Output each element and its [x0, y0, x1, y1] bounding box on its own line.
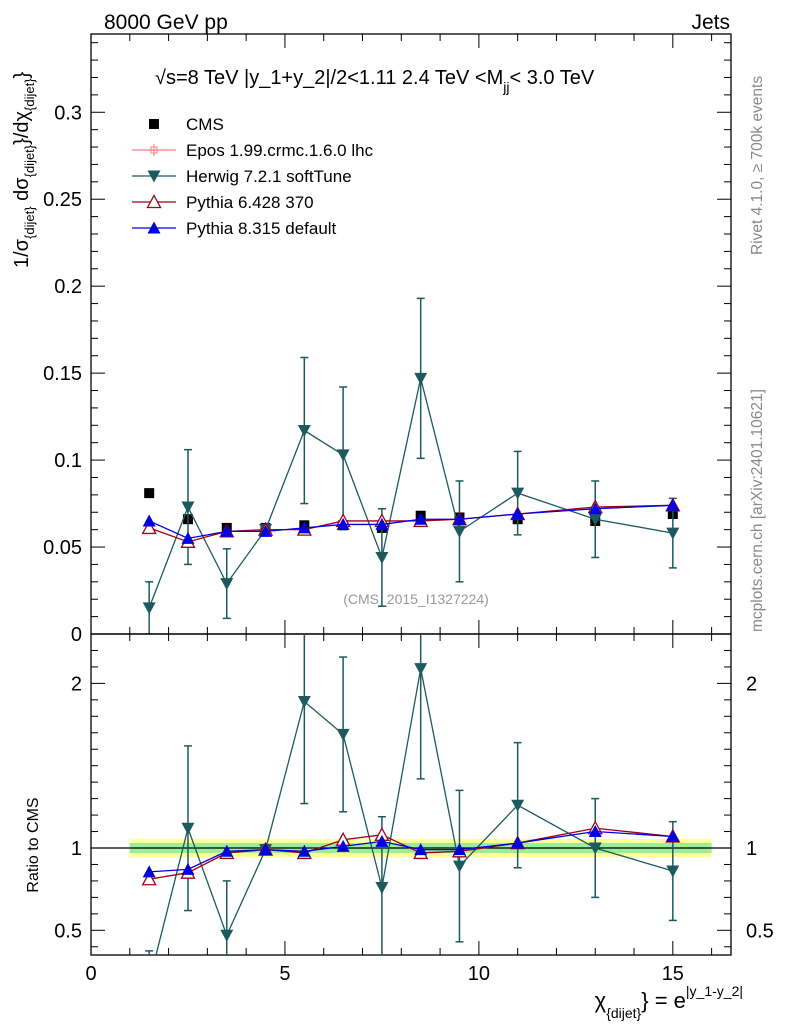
header-left: 8000 GeV pp: [104, 11, 228, 34]
pythia-3-ratio-point: [452, 843, 466, 856]
pythia-3-line: [148, 504, 673, 540]
pythia-2-point: [141, 520, 157, 535]
x-axis-label: χ{dijet}} = e|y_1-y_2|: [595, 983, 743, 1021]
pythia-3-point: [588, 502, 602, 515]
ratio-tick-label-right: 2: [746, 673, 757, 695]
main-data: [141, 297, 681, 634]
pythia-3-point: [375, 517, 389, 530]
header-right: Jets: [691, 11, 730, 34]
herwig-1-ratio-point: [588, 842, 602, 855]
herwig-1-point: [142, 602, 156, 615]
herwig-1-point: [666, 527, 680, 540]
herwig-1-ratio-point: [297, 695, 311, 708]
ratio-frame: [90, 633, 732, 956]
pythia-3-point: [414, 512, 428, 525]
y-tick-label: 0.3: [54, 102, 82, 124]
pythia-3-point: [181, 531, 195, 544]
legend-marker: [148, 144, 160, 156]
pythia-3-point: [142, 514, 156, 527]
herwig-1-ratio-point: [511, 799, 525, 812]
herwig-1-ratio-point: [375, 882, 389, 895]
herwig-1-ratio-point: [336, 728, 350, 741]
pythia-3-ratio-point: [181, 862, 195, 875]
mcplots-label: mcplots.cern.ch [arXiv:2401.10621]: [749, 389, 766, 632]
herwig-1-point: [588, 513, 602, 526]
herwig-1-point: [414, 372, 428, 385]
pythia-3-ratio-point: [142, 865, 156, 878]
x-tick-label: 0: [85, 963, 96, 985]
pythia-3-ratio-point: [259, 843, 273, 856]
legend: CMS Epos 1.99.crmc.1.6.0 lhc Herwig 7.2.1 …: [132, 115, 374, 238]
x-tick-label: 5: [279, 963, 290, 985]
pythia-3-point: [666, 498, 680, 511]
pythia-3-point: [220, 524, 234, 537]
pythia-3-point: [336, 517, 350, 530]
y-axis-label: 1/σ{dijet} dσ{dijet}}/dχ{dijet}}: [11, 71, 37, 268]
herwig-1-point: [181, 501, 195, 514]
pythia-3-ratio-point: [511, 836, 525, 849]
herwig-1-point: [297, 425, 311, 438]
pythia-2-ratio-point: [141, 871, 157, 886]
cms-point: [144, 488, 155, 499]
y-tick-label: 0.1: [54, 450, 82, 472]
x-tick-label: 10: [468, 963, 490, 985]
legend-marker: [149, 119, 159, 129]
legend-marker: [147, 221, 161, 234]
ratio-tick-label: 1: [71, 838, 82, 860]
ratio-tick-label: 0.5: [54, 920, 82, 942]
herwig-1-ratio-point: [666, 865, 680, 878]
herwig-1-ratio-point: [220, 929, 234, 942]
pythia-3-ratio-line: [149, 830, 673, 873]
pythia-3-point: [259, 524, 273, 537]
herwig-1-ratio-line: [155, 668, 674, 955]
herwig-1-ratio-point: [181, 822, 195, 835]
pythia-3-ratio-point: [220, 844, 234, 857]
ratio-tick-label-right: 0.5: [746, 920, 774, 942]
herwig-1-point: [452, 525, 466, 538]
legend-marker: [146, 194, 162, 209]
legend-label: Pythia 8.315 default: [186, 219, 337, 238]
analysis-id: (CMS_2015_I1327224): [343, 591, 489, 607]
pythia-3-ratio-point: [588, 825, 602, 838]
pythia-3-point: [297, 521, 311, 534]
y-tick-label: 0.2: [54, 276, 82, 298]
ratio-y-axis-label: Ratio to CMS: [25, 797, 42, 892]
legend-label: Pythia 6.428 370: [186, 193, 314, 212]
main-plot: 0 0.05 0.1 0.15 0.2 0.25 0.3: [43, 33, 732, 646]
legend-marker: [147, 170, 161, 183]
ratio-data: [141, 634, 681, 989]
herwig-1-point: [375, 551, 389, 564]
rivet-label: Rivet 4.1.0, ≥ 700k events: [749, 76, 766, 255]
y-tick-label: 0: [71, 624, 82, 646]
legend-label: Epos 1.99.crmc.1.6.0 lhc: [186, 141, 374, 160]
pythia-3-ratio-point: [666, 829, 680, 842]
pythia-3-ratio-point: [336, 839, 350, 852]
pythia-3-point: [511, 507, 525, 520]
x-tick-label: 15: [662, 963, 684, 985]
legend-label: CMS: [186, 115, 224, 134]
herwig-1-ratio-point: [452, 860, 466, 873]
pythia-3-ratio-point: [297, 844, 311, 857]
pythia-3-ratio-point: [375, 834, 389, 847]
pythia-3-point: [452, 512, 466, 525]
y-tick-label: 0.05: [43, 537, 82, 559]
ratio-plot: 0 5 10 15 0.5 0.5 1 1 2 2: [54, 633, 774, 989]
legend-label: Herwig 7.2.1 softTune: [186, 167, 352, 186]
herwig-1-line: [148, 378, 673, 609]
herwig-1-ratio-point: [414, 663, 428, 676]
pythia-3-ratio-point: [414, 843, 428, 856]
herwig-1-point: [220, 578, 234, 591]
herwig-1-point: [336, 449, 350, 462]
herwig-1-point: [511, 487, 525, 500]
chart-title: √s=8 TeV |y_1+y_2|/2<1.11 2.4 TeV <Mjj< …: [155, 67, 595, 95]
ratio-tick-label: 2: [71, 673, 82, 695]
y-tick-label: 0.15: [43, 363, 82, 385]
herwig-1-ratio-point: [143, 977, 156, 989]
y-tick-label: 0.25: [43, 189, 82, 211]
ratio-tick-label-right: 1: [746, 838, 757, 860]
